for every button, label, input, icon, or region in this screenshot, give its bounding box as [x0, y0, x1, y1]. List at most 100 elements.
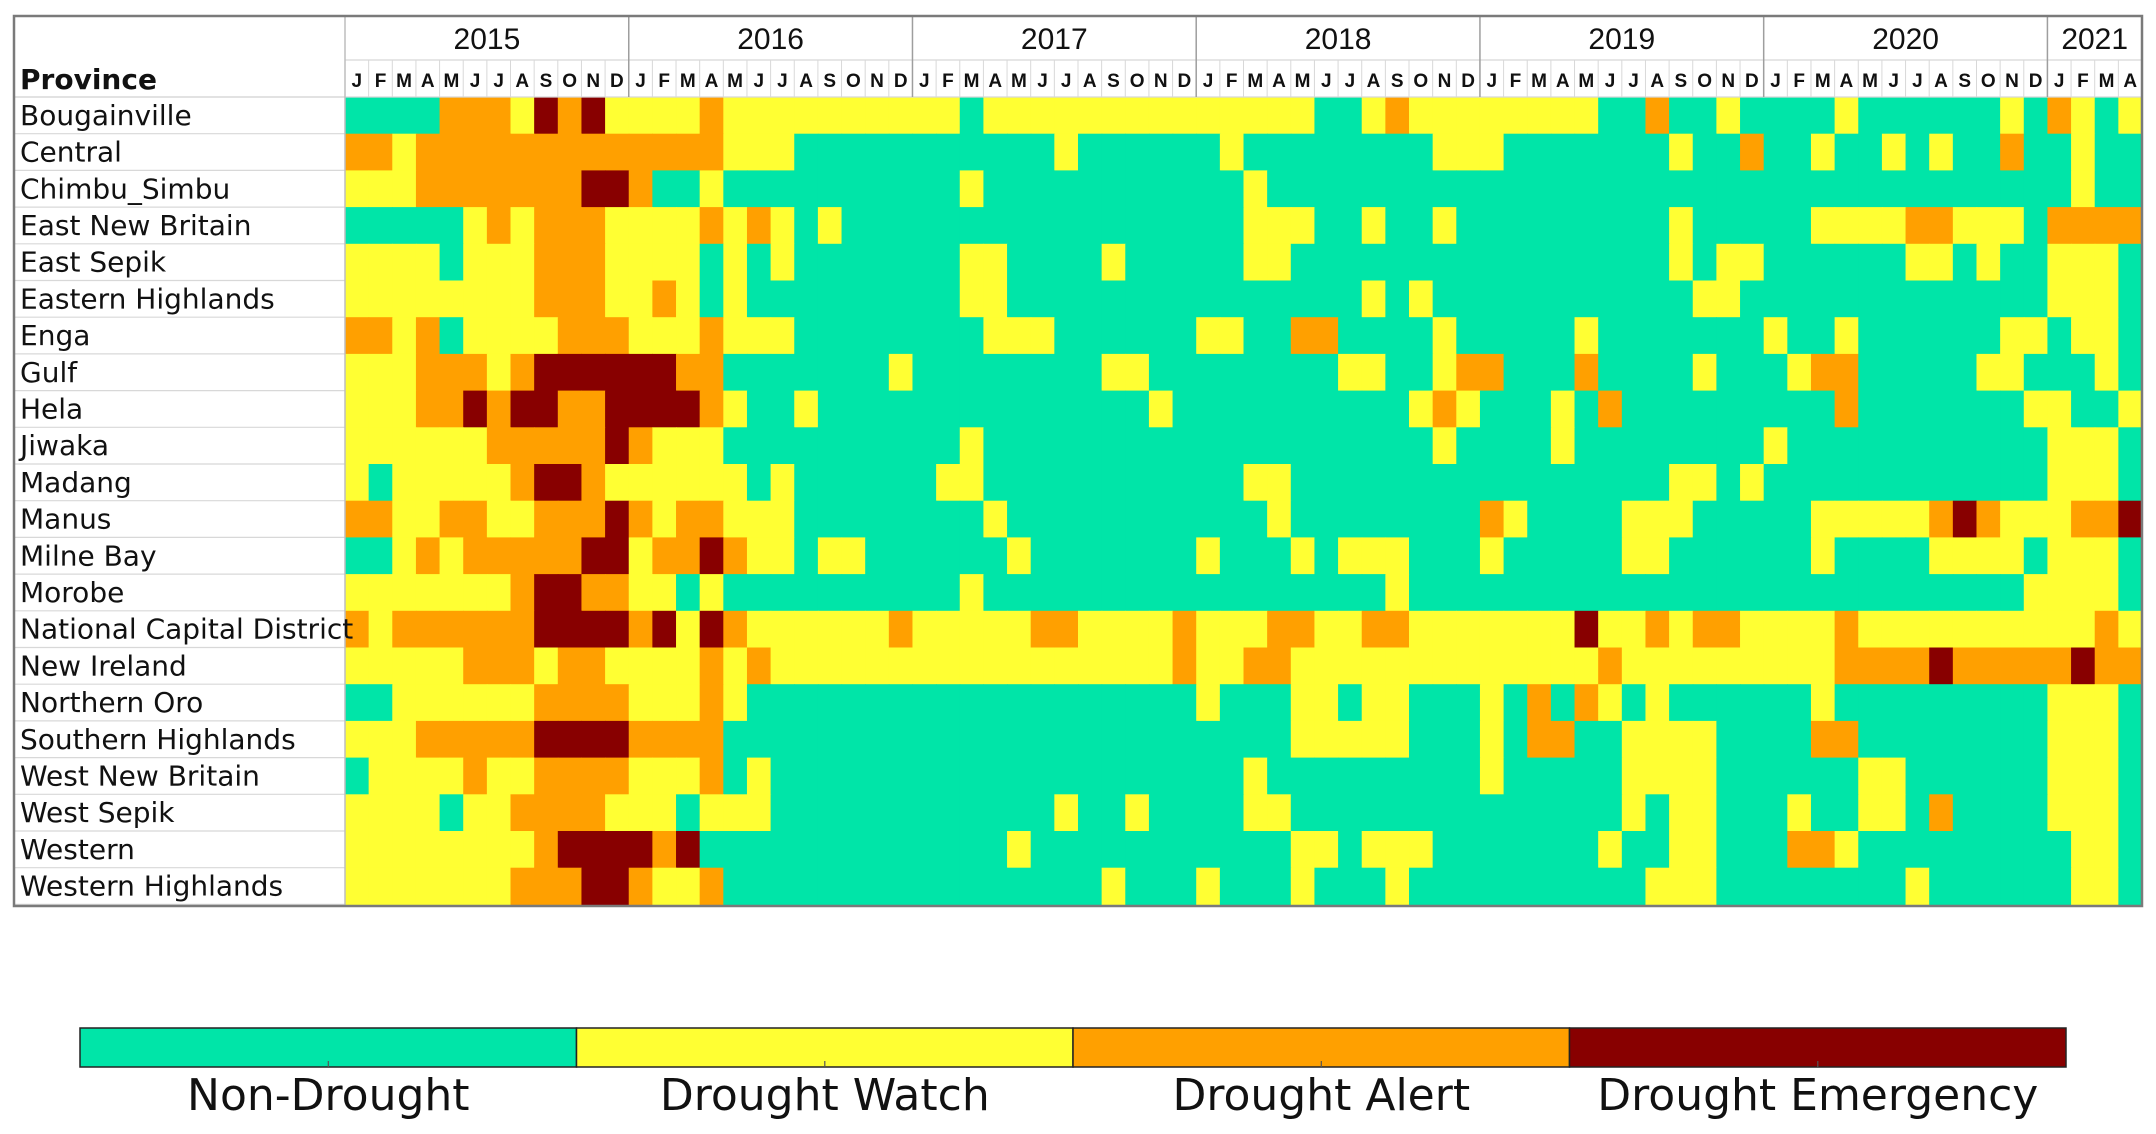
heatmap-cell: [676, 794, 701, 832]
heatmap-cell: [699, 794, 724, 832]
heatmap-cell: [2118, 280, 2143, 318]
heatmap-cell: [983, 831, 1008, 869]
heatmap-cell: [605, 610, 630, 649]
heatmap-cell: [2047, 427, 2072, 465]
heatmap-cell: [2023, 170, 2049, 208]
heatmap-cell: [1432, 831, 1457, 869]
heatmap-cell: [1787, 133, 1812, 171]
heatmap-cell: [1077, 867, 1103, 905]
heatmap-cell: [439, 794, 464, 832]
heatmap-cell: [1148, 720, 1174, 759]
heatmap-cell: [1361, 610, 1386, 649]
heatmap-cell: [652, 464, 677, 502]
heatmap-cell: [1574, 207, 1599, 245]
heatmap-cell: [794, 97, 819, 135]
heatmap-cell: [1409, 647, 1434, 685]
heatmap-cell: [557, 243, 583, 282]
heatmap-cell: [1740, 243, 1765, 282]
heatmap-cell: [1314, 133, 1339, 171]
heatmap-cell: [534, 757, 559, 795]
heatmap-cell: [1243, 647, 1268, 685]
heatmap-cell: [1077, 243, 1103, 282]
heatmap-cell: [1952, 97, 1978, 135]
heatmap-cell: [1787, 610, 1812, 649]
heatmap-cell: [1905, 500, 1930, 538]
heatmap-cell: [2000, 170, 2025, 208]
heatmap-cell: [1952, 427, 1978, 465]
heatmap-cell: [1503, 867, 1528, 905]
heatmap-cell: [699, 317, 724, 355]
heatmap-cell: [1503, 133, 1528, 171]
heatmap-cell: [1645, 317, 1670, 355]
heatmap-cell: [1267, 647, 1292, 685]
year-label: 2017: [1021, 23, 1088, 56]
heatmap-cell: [817, 831, 843, 869]
heatmap-cell: [1267, 170, 1292, 208]
heatmap-cell: [2094, 537, 2119, 575]
heatmap-cell: [1101, 97, 1126, 135]
heatmap-cell: [1834, 831, 1859, 869]
heatmap-cell: [1054, 757, 1079, 795]
heatmap-cell: [392, 390, 417, 428]
heatmap-cell: [1196, 720, 1221, 759]
heatmap-cell: [2071, 170, 2096, 208]
heatmap-cell: [415, 317, 441, 355]
heatmap-cell: [1338, 500, 1363, 538]
heatmap-cell: [1290, 390, 1316, 428]
heatmap-cell: [1645, 574, 1670, 612]
heatmap-cell: [1716, 353, 1741, 392]
heatmap-cell: [1243, 500, 1268, 538]
heatmap-cell: [888, 500, 914, 538]
heatmap-cell: [628, 537, 653, 575]
heatmap-cell: [345, 757, 370, 795]
heatmap-cell: [1007, 317, 1032, 355]
month-label: J: [1770, 71, 1781, 92]
heatmap-cell: [1858, 684, 1883, 722]
month-label: J: [352, 71, 363, 92]
legend-swatch: [1568, 1027, 2067, 1068]
heatmap-cell: [510, 867, 535, 905]
heatmap-cell: [983, 133, 1008, 171]
heatmap-cell: [1409, 794, 1434, 832]
heatmap-cell: [1905, 610, 1930, 649]
heatmap-cell: [936, 684, 961, 722]
heatmap-cell: [1290, 647, 1316, 685]
heatmap-cell: [1574, 867, 1599, 905]
heatmap-cell: [2071, 757, 2096, 795]
heatmap-cell: [1692, 867, 1717, 905]
heatmap-cell: [746, 390, 772, 428]
heatmap-cell: [1669, 464, 1694, 502]
heatmap-cell: [628, 280, 653, 318]
heatmap-cell: [936, 500, 961, 538]
heatmap-cell: [1054, 610, 1079, 649]
heatmap-cell: [1527, 133, 1552, 171]
heatmap-cell: [605, 317, 630, 355]
heatmap-cell: [1219, 353, 1245, 392]
heatmap-cell: [2023, 831, 2049, 869]
heatmap-cell: [841, 537, 866, 575]
heatmap-cell: [1196, 97, 1221, 135]
month-label: A: [2123, 71, 2137, 92]
heatmap-cell: [486, 574, 512, 612]
heatmap-cell: [1456, 317, 1481, 355]
heatmap-cell: [1479, 794, 1505, 832]
heatmap-cell: [392, 757, 417, 795]
heatmap-cell: [1550, 317, 1576, 355]
heatmap-cell: [865, 207, 890, 245]
heatmap-cell: [581, 170, 606, 208]
heatmap-cell: [865, 574, 890, 612]
heatmap-cell: [746, 427, 772, 465]
heatmap-cell: [1858, 647, 1883, 685]
heatmap-cell: [1621, 537, 1647, 575]
heatmap-cell: [723, 97, 748, 135]
heatmap-cell: [1338, 207, 1363, 245]
heatmap-cell: [2000, 280, 2025, 318]
heatmap-cell: [1007, 390, 1032, 428]
heatmap-cell: [841, 610, 866, 649]
province-label: National Capital District: [20, 613, 353, 646]
heatmap-cell: [486, 720, 512, 759]
heatmap-cell: [1054, 133, 1079, 171]
heatmap-cell: [841, 647, 866, 685]
heatmap-cell: [2023, 280, 2049, 318]
heatmap-cell: [1621, 574, 1647, 612]
